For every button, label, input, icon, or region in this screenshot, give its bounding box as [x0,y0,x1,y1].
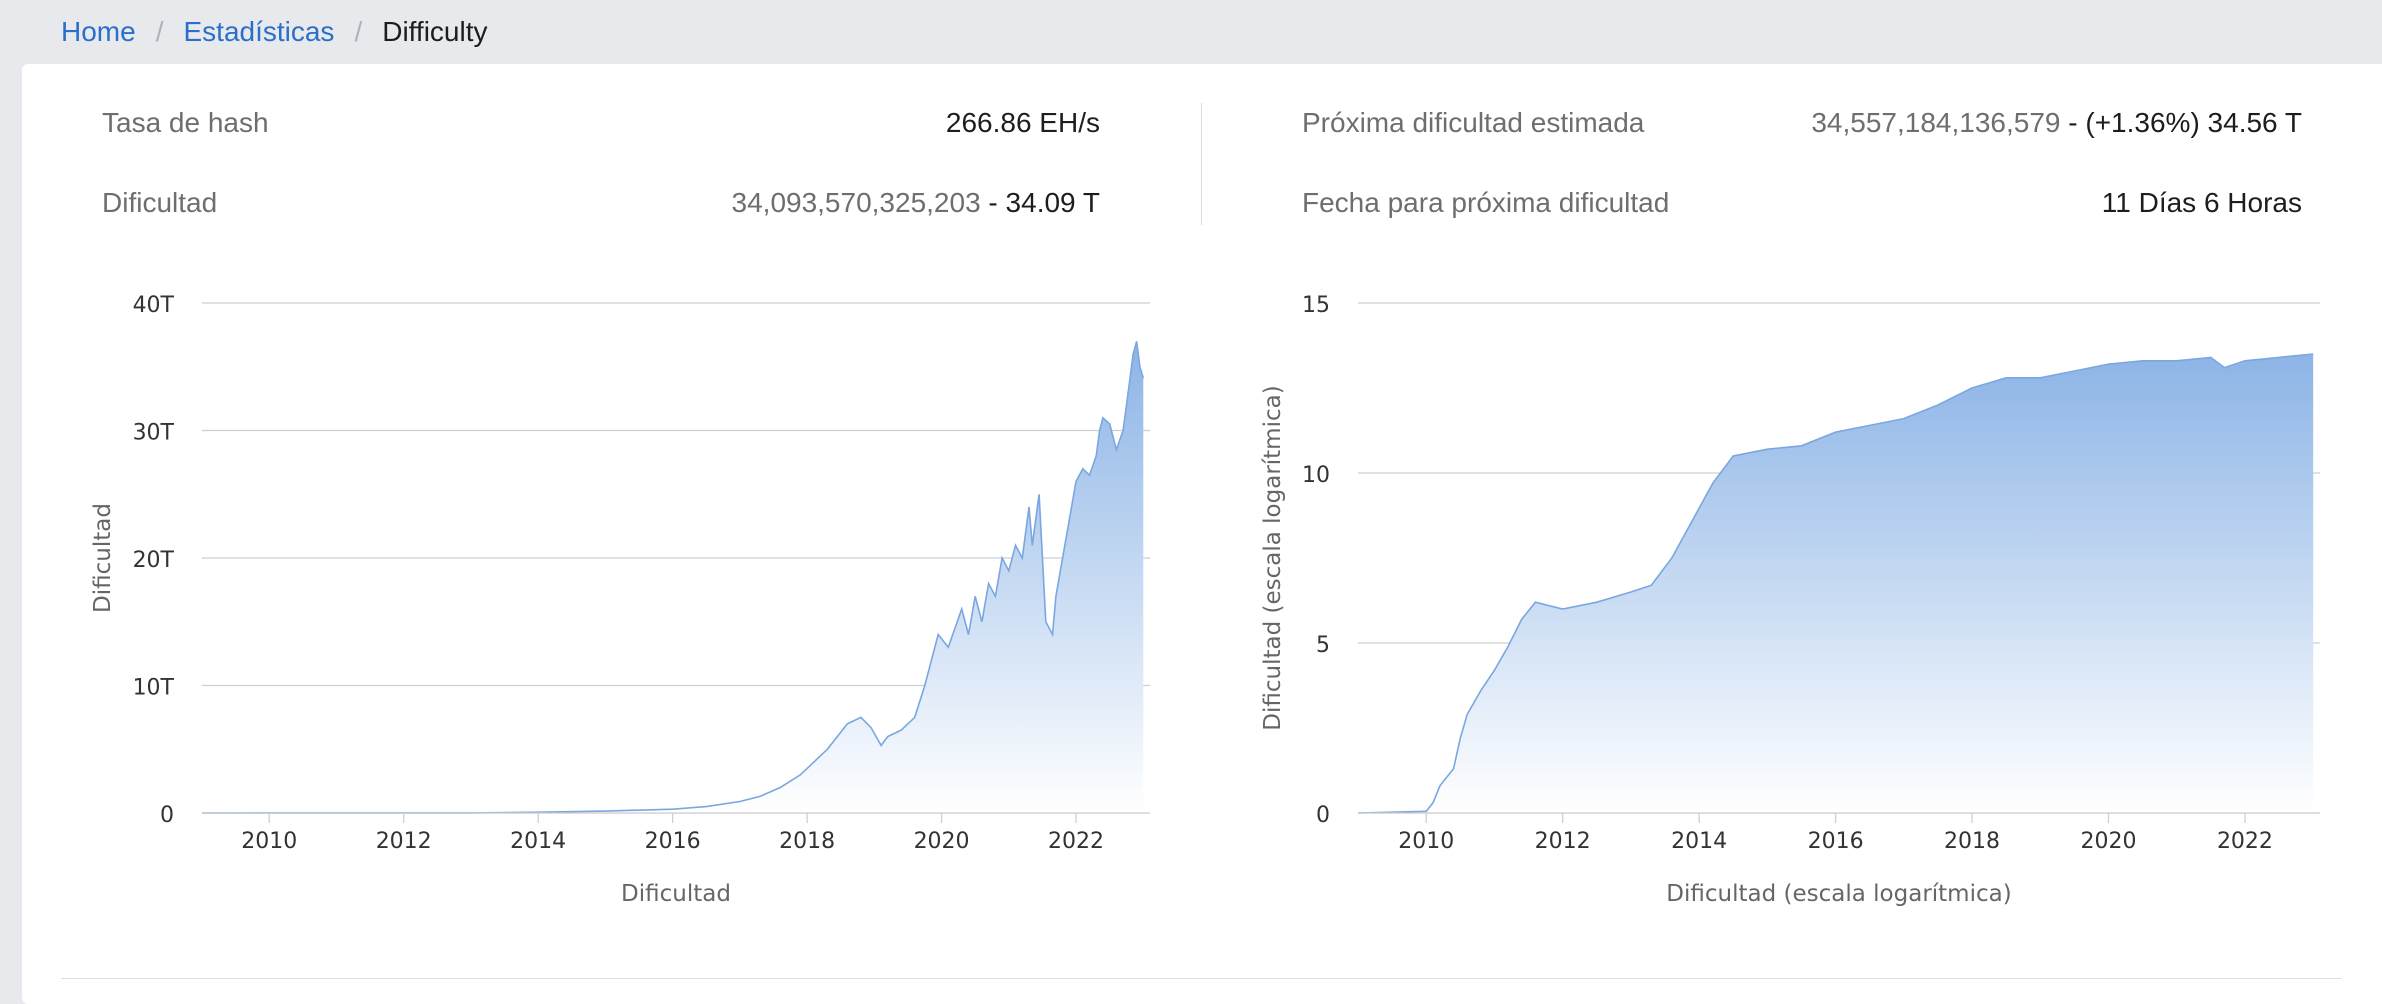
next-date-label: Fecha para próxima dificultad [1302,187,1670,218]
next-difficulty-value-full: 34,557,184,136,579 [1811,107,2061,138]
hashrate-label: Tasa de hash [102,107,269,138]
chart1-xtick-label: 2018 [779,829,835,854]
breadcrumb-home-link[interactable]: Home [61,16,136,47]
next-difficulty-label: Próxima dificultad estimada [1302,107,1645,138]
breadcrumb-separator: / [155,16,164,47]
chart2-xtick-label: 2018 [1944,829,2000,854]
next-difficulty-value: 34,557,184,136,579 - (+1.36%) 34.56 T [1811,107,2302,139]
breadcrumb-separator: / [354,16,363,47]
chart2-xtick-label: 2012 [1535,829,1591,854]
chart2-xtick-label: 2020 [2080,829,2136,854]
difficulty-value-full: 34,093,570,325,203 [731,187,981,218]
bottom-divider [61,978,2341,979]
next-difficulty-value-sep: - [2060,107,2086,138]
difficulty-value: 34,093,570,325,203 - 34.09 T [732,187,1100,219]
breadcrumb: Home / Estadísticas / Difficulty [61,12,488,52]
chart2-xtick-label: 2010 [1398,829,1454,854]
chart2-xtick-label: 2022 [2217,829,2273,854]
chart2-xtick-label: 2016 [1808,829,1864,854]
chart1-xtick-label: 2014 [510,829,566,854]
difficulty-value-sep: - [980,187,1006,218]
chart1-xtick-label: 2016 [645,829,701,854]
chart1-area [202,341,1144,813]
chart2-x-axis-label: Dificultad (escala logarítmica) [1666,881,2011,907]
chart2-ytick-label: 10 [1302,463,1330,488]
chart2-area [1358,354,2314,813]
next-difficulty-value-short: (+1.36%) 34.56 T [2085,107,2302,138]
next-date-value: 11 Días 6 Horas [2101,187,2302,218]
chart2-ytick-label: 0 [1316,803,1330,828]
chart1-xtick-label: 2012 [376,829,432,854]
hashrate-value: 266.86 EH/s [945,107,1100,138]
difficulty-log-chart: 0 5 10 15 2010 2012 2014 2016 2018 2020 2022 Dificu… [1260,293,2320,907]
chart1-ytick-label: 20T [133,548,175,573]
chart2-ytick-label: 15 [1302,293,1330,318]
chart1-ytick-label: 30T [133,421,175,446]
breadcrumb-stats-link[interactable]: Estadísticas [183,16,335,47]
chart2-xtick-label: 2014 [1671,829,1727,854]
next-date-stat: Fecha para próxima dificultad 11 Días 6 … [1302,183,2302,223]
hashrate-stat: Tasa de hash 266.86 EH/s [102,103,1100,143]
difficulty-stat: Dificultad 34,093,570,325,203 - 34.09 T [102,183,1100,223]
difficulty-chart: 0 10T 20T 30T 40T 2010 2012 2014 2016 2018 2020 202… [90,293,1150,907]
next-difficulty-stat: Próxima dificultad estimada 34,557,184,1… [1302,103,2302,143]
chart2-y-axis-label: Dificultad (escala logarítmica) [1260,385,1286,730]
difficulty-label: Dificultad [102,187,218,218]
chart1-ytick-label: 0 [160,803,174,828]
stats-divider [1201,103,1202,225]
chart1-xtick-label: 2020 [914,829,970,854]
chart2-series-line [1357,353,2314,814]
chart1-series-line [201,341,1145,814]
chart1-xtick-label: 2022 [1048,829,1104,854]
chart1-x-axis-label: Dificultad [621,881,731,907]
chart1-y-axis-label: Dificultad [90,503,116,613]
chart1-ytick-label: 10T [133,676,175,701]
chart1-ytick-label: 40T [133,293,175,318]
breadcrumb-current: Difficulty [382,16,488,47]
chart2-ytick-label: 5 [1316,633,1330,658]
difficulty-value-short: 34.09 T [1005,187,1100,218]
chart1-xtick-label: 2010 [241,829,297,854]
